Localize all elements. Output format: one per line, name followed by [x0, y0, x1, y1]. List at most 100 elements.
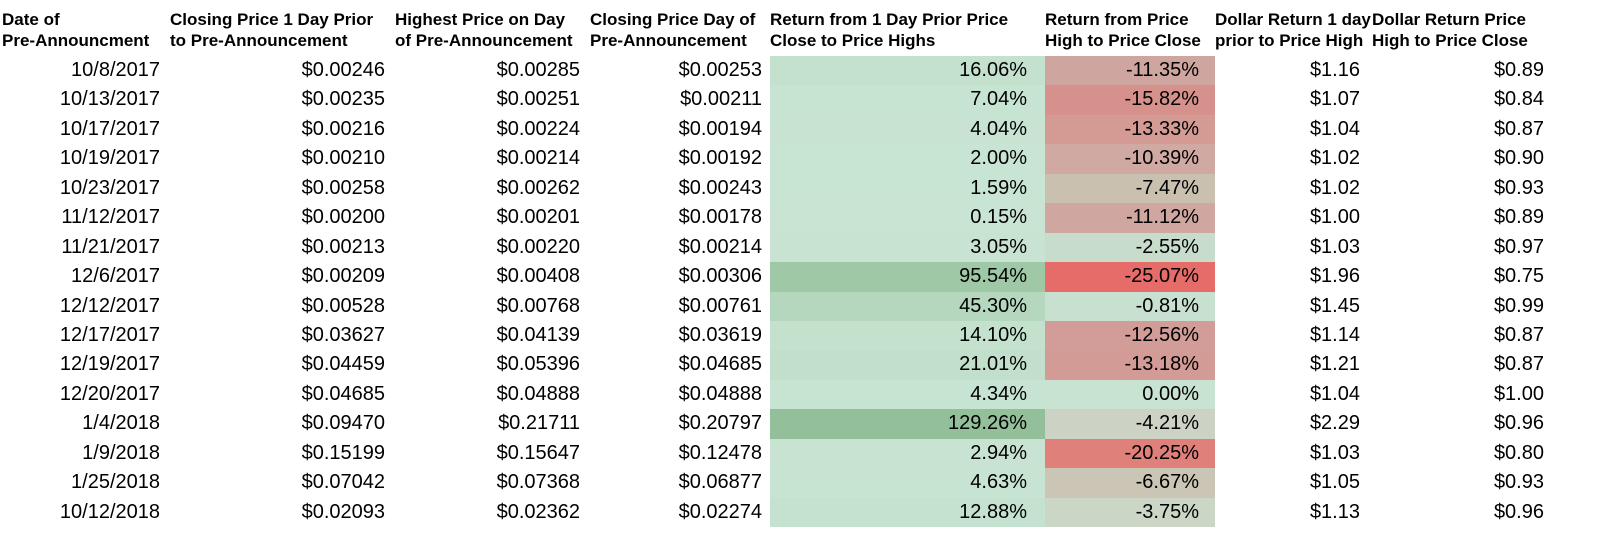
- table-cell-close-prior[interactable]: $0.00200: [301, 206, 385, 229]
- table-cell-close-day[interactable]: $0.00194: [678, 117, 762, 140]
- table-cell-high-day[interactable]: $0.04888: [496, 382, 580, 405]
- table-cell-return-close[interactable]: -4.21%: [1045, 409, 1215, 439]
- table-cell-return-high[interactable]: 12.88%: [770, 497, 1045, 527]
- table-cell-date[interactable]: 12/12/2017: [59, 294, 160, 317]
- table-cell-high-day[interactable]: $0.04139: [496, 323, 580, 346]
- table-cell-dollar-close[interactable]: $0.84: [1493, 88, 1544, 111]
- column-header-date[interactable]: Date of Pre-Announcment: [0, 9, 170, 56]
- table-cell-close-prior[interactable]: $0.03627: [301, 323, 385, 346]
- table-cell-dollar-high[interactable]: $2.29: [1309, 412, 1360, 435]
- table-cell-date[interactable]: 10/23/2017: [59, 176, 160, 199]
- table-cell-close-day[interactable]: $0.04888: [678, 382, 762, 405]
- table-cell-return-close[interactable]: -11.35%: [1045, 56, 1215, 86]
- table-cell-return-close[interactable]: -25.07%: [1045, 262, 1215, 292]
- table-cell-high-day[interactable]: $0.00224: [496, 117, 580, 140]
- table-cell-close-day[interactable]: $0.00306: [678, 265, 762, 288]
- column-header-dollar-high[interactable]: Dollar Return 1 day prior to Price High: [1215, 9, 1372, 56]
- table-cell-return-close[interactable]: -15.82%: [1045, 85, 1215, 115]
- table-cell-high-day[interactable]: $0.05396: [496, 353, 580, 376]
- table-cell-return-close[interactable]: -20.25%: [1045, 438, 1215, 469]
- table-cell-return-close[interactable]: -13.18%: [1045, 350, 1215, 380]
- table-cell-date[interactable]: 10/8/2017: [71, 59, 160, 81]
- table-cell-high-day[interactable]: $0.02362: [496, 500, 580, 523]
- table-cell-dollar-close[interactable]: $0.93: [1493, 471, 1544, 494]
- table-cell-close-day[interactable]: $0.12478: [678, 441, 762, 464]
- table-cell-dollar-high[interactable]: $1.04: [1309, 117, 1360, 140]
- table-cell-high-day[interactable]: $0.00220: [496, 235, 580, 258]
- table-cell-dollar-close[interactable]: $0.89: [1493, 206, 1544, 229]
- table-cell-return-close[interactable]: -11.12%: [1045, 203, 1215, 233]
- table-cell-return-high[interactable]: 7.04%: [770, 85, 1045, 115]
- table-cell-close-prior[interactable]: $0.02093: [301, 500, 385, 523]
- table-cell-return-close[interactable]: 0.00%: [1045, 379, 1215, 410]
- table-cell-close-prior[interactable]: $0.04459: [301, 353, 385, 376]
- table-cell-return-high[interactable]: 129.26%: [770, 409, 1045, 439]
- table-cell-close-prior[interactable]: $0.00235: [301, 88, 385, 111]
- column-header-dollar-close[interactable]: Dollar Return Price High to Price Close: [1372, 9, 1552, 56]
- table-cell-dollar-high[interactable]: $1.02: [1309, 176, 1360, 199]
- table-cell-dollar-high[interactable]: $1.02: [1309, 147, 1360, 170]
- table-cell-close-day[interactable]: $0.00214: [678, 235, 762, 258]
- table-cell-return-high[interactable]: 2.94%: [770, 438, 1045, 469]
- table-cell-close-prior[interactable]: $0.15199: [301, 441, 385, 464]
- table-cell-dollar-high[interactable]: $1.07: [1309, 88, 1360, 111]
- table-cell-close-prior[interactable]: $0.00213: [301, 235, 385, 258]
- table-cell-date[interactable]: 1/25/2018: [71, 471, 160, 494]
- table-cell-dollar-close[interactable]: $0.99: [1493, 294, 1544, 317]
- table-cell-close-day[interactable]: $0.03619: [678, 323, 762, 346]
- table-cell-close-day[interactable]: $0.00761: [678, 294, 762, 317]
- table-cell-date[interactable]: 12/19/2017: [59, 353, 160, 376]
- table-cell-high-day[interactable]: $0.00285: [496, 59, 580, 81]
- table-cell-close-prior[interactable]: $0.07042: [301, 471, 385, 494]
- table-cell-dollar-high[interactable]: $1.16: [1309, 59, 1360, 81]
- table-cell-dollar-close[interactable]: $0.75: [1493, 265, 1544, 288]
- table-cell-dollar-close[interactable]: $0.87: [1493, 323, 1544, 346]
- table-cell-return-high[interactable]: 4.34%: [770, 379, 1045, 410]
- table-cell-close-day[interactable]: $0.00253: [678, 59, 762, 81]
- table-cell-high-day[interactable]: $0.07368: [496, 471, 580, 494]
- table-cell-close-prior[interactable]: $0.00246: [301, 59, 385, 81]
- table-cell-close-day[interactable]: $0.04685: [678, 353, 762, 376]
- column-header-close-prior[interactable]: Closing Price 1 Day Prior to Pre-Announce…: [170, 9, 395, 56]
- table-cell-dollar-close[interactable]: $0.80: [1493, 441, 1544, 464]
- table-cell-dollar-high[interactable]: $1.21: [1309, 353, 1360, 376]
- table-cell-close-prior[interactable]: $0.04685: [301, 382, 385, 405]
- table-cell-date[interactable]: 12/17/2017: [59, 323, 160, 346]
- table-cell-close-day[interactable]: $0.00178: [678, 206, 762, 229]
- table-cell-dollar-high[interactable]: $1.03: [1309, 441, 1360, 464]
- table-cell-date[interactable]: 10/17/2017: [59, 117, 160, 140]
- table-cell-return-close[interactable]: -7.47%: [1045, 173, 1215, 204]
- table-cell-close-day[interactable]: $0.20797: [678, 412, 762, 435]
- table-cell-return-close[interactable]: -3.75%: [1045, 497, 1215, 527]
- table-cell-return-close[interactable]: -6.67%: [1045, 468, 1215, 498]
- table-cell-date[interactable]: 1/9/2018: [82, 441, 160, 464]
- table-cell-return-close[interactable]: -13.33%: [1045, 114, 1215, 145]
- column-header-high-day[interactable]: Highest Price on Day of Pre-Announcement: [395, 9, 590, 56]
- table-cell-close-day[interactable]: $0.00192: [678, 147, 762, 170]
- table-cell-return-high[interactable]: 0.15%: [770, 203, 1045, 233]
- table-cell-return-high[interactable]: 95.54%: [770, 262, 1045, 292]
- table-cell-high-day[interactable]: $0.00251: [496, 88, 580, 111]
- table-cell-close-day[interactable]: $0.02274: [678, 500, 762, 523]
- table-cell-close-prior[interactable]: $0.00216: [301, 117, 385, 140]
- table-cell-high-day[interactable]: $0.15647: [496, 441, 580, 464]
- table-cell-close-day[interactable]: $0.00243: [678, 176, 762, 199]
- table-cell-return-high[interactable]: 16.06%: [770, 56, 1045, 86]
- table-cell-dollar-high[interactable]: $1.04: [1309, 382, 1360, 405]
- table-cell-return-high[interactable]: 2.00%: [770, 144, 1045, 174]
- table-cell-dollar-close[interactable]: $0.93: [1493, 176, 1544, 199]
- table-cell-return-close[interactable]: -2.55%: [1045, 232, 1215, 263]
- column-header-return-high[interactable]: Return from 1 Day Prior Price Close to Pr…: [770, 9, 1045, 56]
- table-cell-close-prior[interactable]: $0.00258: [301, 176, 385, 199]
- table-cell-high-day[interactable]: $0.21711: [498, 412, 580, 435]
- table-cell-date[interactable]: 10/13/2017: [59, 88, 160, 111]
- table-cell-dollar-close[interactable]: $0.87: [1493, 117, 1544, 140]
- table-cell-return-high[interactable]: 3.05%: [770, 232, 1045, 263]
- table-cell-return-high[interactable]: 21.01%: [770, 350, 1045, 380]
- table-cell-close-prior[interactable]: $0.00209: [301, 265, 385, 288]
- table-cell-high-day[interactable]: $0.00408: [496, 265, 580, 288]
- table-cell-dollar-high[interactable]: $1.13: [1309, 500, 1360, 523]
- table-cell-date[interactable]: 12/6/2017: [71, 265, 160, 288]
- table-cell-dollar-close[interactable]: $0.97: [1493, 235, 1544, 258]
- table-cell-return-close[interactable]: -10.39%: [1045, 144, 1215, 174]
